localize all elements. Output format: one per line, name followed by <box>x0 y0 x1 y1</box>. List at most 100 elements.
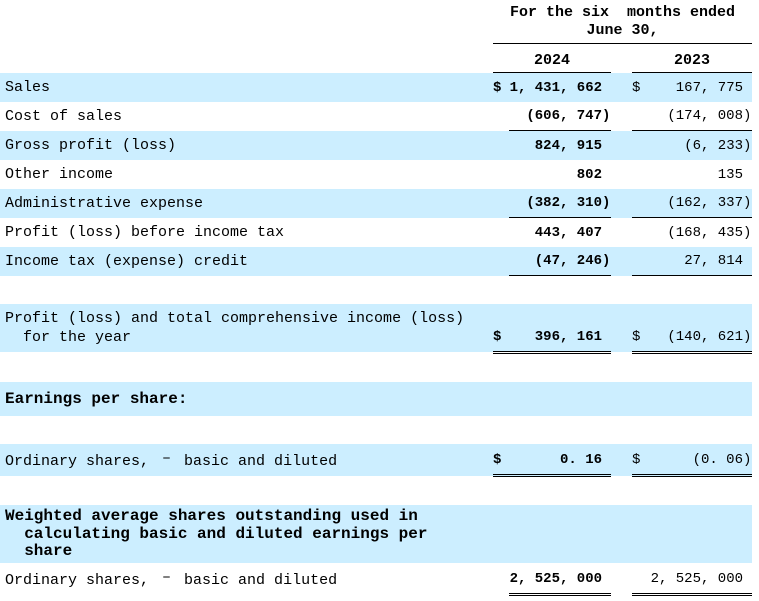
value-2023: 27, 814 <box>648 246 743 276</box>
table-row: Cost of sales (606, 747) (174, 008) <box>0 101 753 131</box>
value-2024: 2, 525, 000 <box>509 562 602 596</box>
table-row: Ordinary shares, – basic and diluted 2, 525… <box>0 562 753 596</box>
column-gap <box>611 563 632 595</box>
row-label: Profit (loss) before income tax <box>5 223 285 241</box>
section-label: Earnings per share: <box>0 381 753 416</box>
value-2023: 135 <box>717 166 743 183</box>
currency-symbol-2023 <box>632 101 648 131</box>
paren-2024 <box>602 130 611 160</box>
header-empty-cell <box>0 0 493 44</box>
section-row: Weighted average shares outstanding used… <box>0 505 753 563</box>
currency-symbol-2024 <box>493 102 509 131</box>
column-gap <box>611 304 632 352</box>
dash: – <box>162 449 172 467</box>
currency-symbol-2024 <box>493 188 509 218</box>
paren-2024 <box>602 218 611 247</box>
column-gap <box>611 188 632 218</box>
paren-2024 <box>602 160 611 189</box>
dash: – <box>162 568 172 586</box>
table-body: Sales $1, 431, 662 $167, 775 Cost of sales(… <box>0 72 753 596</box>
paren-2023: ) <box>743 101 753 131</box>
currency-symbol-2023 <box>632 218 648 247</box>
value-2023: (0. 06 <box>648 443 743 477</box>
currency-symbol-2024: $ <box>493 72 509 102</box>
row-label: Cost of sales <box>5 107 123 125</box>
column-gap <box>611 44 632 73</box>
currency-symbol-2024 <box>493 563 509 595</box>
value-2024: (47, 246 <box>509 246 602 276</box>
header-empty-cell <box>0 44 493 73</box>
currency-symbol-2024: $ <box>493 304 509 354</box>
currency-symbol-2024: $ <box>493 443 509 477</box>
column-gap <box>611 72 632 102</box>
row-label-part: Ordinary shares, <box>5 571 150 589</box>
table-row: Other income 802 135 <box>0 160 752 189</box>
paren-2024: ) <box>602 101 611 131</box>
currency-symbol-2023: $ <box>632 72 648 102</box>
section-label: Weighted average shares outstanding used… <box>0 505 753 563</box>
currency-symbol-2023 <box>632 562 648 596</box>
value-2024: 0. 16 <box>509 443 602 477</box>
paren-2024: ) <box>602 246 611 276</box>
column-header-2024: 2024 <box>493 43 611 73</box>
spacer-row <box>0 415 753 444</box>
column-header-2023: 2023 <box>632 43 753 73</box>
row-label: Profit (loss) and total comprehensive in… <box>0 304 493 352</box>
row-label: Administrative expense <box>0 188 493 218</box>
value-2023: (162, 337 <box>648 188 743 218</box>
spacer-row <box>0 352 753 382</box>
value-2024: 1, 431, 662 <box>509 72 602 102</box>
currency-symbol-2024 <box>493 130 509 160</box>
row-label-part: Ordinary shares, <box>5 452 150 470</box>
row-label: Other income <box>5 165 114 183</box>
spacer-row <box>0 475 753 505</box>
value-2024: 443, 407 <box>534 224 602 241</box>
paren-2024: ) <box>602 188 611 218</box>
spacer-cell <box>0 275 753 304</box>
row-label-part: basic and diluted <box>184 452 338 470</box>
currency-symbol-2023 <box>632 130 648 160</box>
column-gap <box>611 218 632 247</box>
value-2023: (168, 435 <box>667 224 743 241</box>
column-gap <box>611 130 632 160</box>
paren-2024 <box>602 304 611 354</box>
paren-2024 <box>602 72 611 102</box>
paren-2023 <box>743 160 752 189</box>
period-header: For the six months ended June 30, <box>493 0 753 44</box>
table-row: Administrative expense (382, 310) (162, 33… <box>0 188 753 218</box>
value-2024: 824, 915 <box>509 130 602 160</box>
paren-2024 <box>602 562 611 596</box>
table-row: Ordinary shares, – basic and diluted $0. 16… <box>0 443 753 477</box>
paren-2023: ) <box>743 224 752 241</box>
spacer-cell <box>0 475 753 505</box>
value-2023: (140, 621 <box>648 304 743 354</box>
value-2023: (6, 233 <box>648 130 743 160</box>
currency-symbol-2024 <box>493 218 509 247</box>
section-row: Earnings per share: <box>0 381 753 416</box>
row-label: Ordinary shares, – basic and diluted <box>0 443 493 476</box>
paren-2023: ) <box>743 304 753 354</box>
row-label: Gross profit (loss) <box>0 130 493 160</box>
column-gap <box>611 246 632 276</box>
currency-symbol-2023 <box>632 160 648 189</box>
value-2024: 802 <box>576 166 602 183</box>
paren-2023 <box>743 562 753 596</box>
currency-symbol-2024 <box>493 160 509 189</box>
value-2023: 167, 775 <box>648 72 743 102</box>
paren-2024 <box>602 443 611 477</box>
paren-2023: ) <box>743 188 753 218</box>
currency-symbol-2023 <box>632 246 648 276</box>
value-2024: (606, 747 <box>509 101 602 131</box>
value-2023: (174, 008 <box>648 101 743 131</box>
value-2024: 396, 161 <box>509 304 602 354</box>
row-label: Sales <box>0 72 493 102</box>
table-row: Gross profit (loss) 824, 915 (6, 233) <box>0 130 753 160</box>
currency-symbol-2023: $ <box>632 443 648 477</box>
period-header-row: For the six months ended June 30, <box>0 0 753 44</box>
currency-symbol-2023 <box>632 188 648 218</box>
year-header-row: 2024 2023 <box>0 43 753 73</box>
value-2024: (382, 310 <box>509 188 602 218</box>
paren-2023: ) <box>743 130 753 160</box>
table-row: Profit (loss) before income tax 443, 407 (… <box>0 218 752 247</box>
